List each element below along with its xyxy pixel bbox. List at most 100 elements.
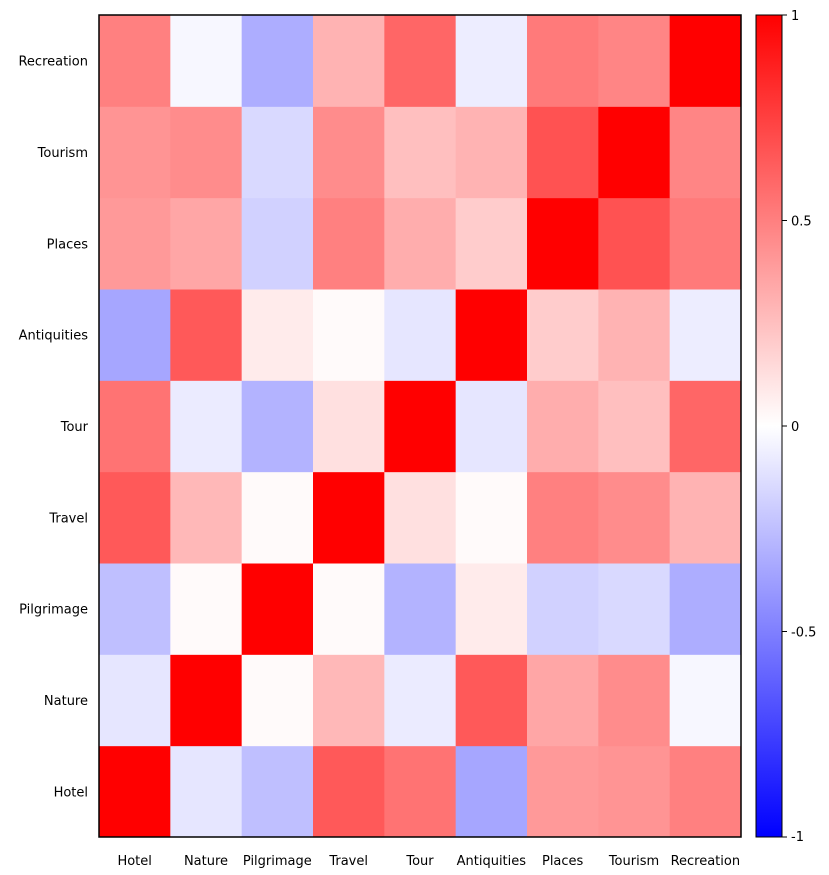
heatmap-cell [99,289,171,381]
colorbar-tick-label: -0.5 [791,626,816,641]
heatmap-cell [527,106,599,199]
y-tick-label: Pilgrimage [19,603,88,618]
heatmap-cell [527,289,599,381]
heatmap-cell [527,563,599,655]
heatmap-cell [99,654,171,747]
x-axis-labels: Hotel Nature Pilgrimage Travel Tour Antiquiti… [117,854,740,869]
y-tick-label: Places [47,237,89,252]
heatmap-cell [313,197,385,290]
x-tick-label: Recreation [671,854,741,869]
heatmap-cell [170,106,243,199]
heatmap-cell [455,654,528,747]
y-axis-labels: Hotel Nature Pilgrimage Travel Tour Antiquiti… [18,55,88,801]
heatmap-cell [455,563,528,655]
heatmap-cell [99,380,171,473]
heatmap-cell [241,106,314,199]
heatmap-cell [455,745,528,838]
heatmap-cell [598,563,671,655]
plot-frame [98,14,742,838]
heatmap-cells [99,15,742,838]
heatmap-cell [99,745,171,838]
colorbar [755,14,783,838]
heatmap-cell [384,654,457,747]
heatmap-cell [527,15,599,107]
x-tick-label: Travel [328,854,368,869]
heatmap-cell [241,563,314,655]
heatmap-cell [598,654,671,747]
heatmap-cell [170,15,243,107]
heatmap-cell [313,471,385,564]
heatmap-cell [313,106,385,199]
heatmap-cell [598,289,671,381]
x-tick-label: Places [542,854,584,869]
heatmap-cell [241,745,314,838]
heatmap-cell [99,471,171,564]
colorbar-tick-label: 0 [791,420,799,435]
heatmap-cell [241,15,314,107]
x-tick-label: Tourism [608,854,659,869]
y-tick-label: Tour [60,420,89,435]
heatmap-cell [669,289,742,381]
heatmap-cell [669,15,742,107]
heatmap-cell [527,197,599,290]
heatmap-cell [384,106,457,199]
heatmap-cell [313,654,385,747]
heatmap-cell [241,289,314,381]
heatmap-cell [455,380,528,473]
heatmap-cell [598,106,671,199]
heatmap-cell [170,471,243,564]
y-tick-label: Antiquities [19,329,89,344]
heatmap-cell [598,745,671,838]
colorbar-tick-label: 1 [791,9,799,24]
heatmap-cell [669,471,742,564]
heatmap-cell [527,471,599,564]
heatmap-cell [455,15,528,107]
heatmap-cell [170,197,243,290]
heatmap-cell [527,380,599,473]
x-tick-label: Hotel [117,854,151,869]
heatmap-cell [170,380,243,473]
heatmap-cell [384,289,457,381]
heatmap-cell [455,471,528,564]
heatmap-cell [170,745,243,838]
heatmap-cell [241,654,314,747]
heatmap-cell [99,106,171,199]
x-tick-label: Antiquities [457,854,527,869]
heatmap-cell [99,15,171,107]
heatmap-cell [384,380,457,473]
heatmap-cell [669,563,742,655]
heatmap-cell [170,654,243,747]
colorbar-tick-label: 0.5 [791,215,812,230]
y-tick-label: Recreation [18,55,88,70]
heatmap-cell [313,380,385,473]
heatmap-cell [455,197,528,290]
heatmap-cell [598,471,671,564]
heatmap-cell [99,197,171,290]
colorbar-tick-label: -1 [791,830,804,845]
y-tick-label: Nature [44,694,88,709]
heatmap-cell [241,471,314,564]
heatmap-cell [99,563,171,655]
heatmap-cell [669,745,742,838]
heatmap-cell [384,563,457,655]
heatmap-cell [241,197,314,290]
heatmap-cell [669,380,742,473]
x-tick-label: Pilgrimage [243,854,312,869]
heatmap-cell [241,380,314,473]
heatmap-cell [455,106,528,199]
heatmap-cell [313,563,385,655]
heatmap-cell [669,106,742,199]
heatmap-cell [384,197,457,290]
heatmap-cell [598,15,671,107]
y-tick-label: Hotel [54,785,88,800]
heatmap-cell [455,289,528,381]
x-tick-label: Tour [405,854,434,869]
heatmap-cell [313,745,385,838]
heatmap-cell [313,15,385,107]
heatmap-cell [170,563,243,655]
heatmap-cell [669,197,742,290]
x-tick-label: Nature [184,854,228,869]
y-tick-label: Tourism [37,146,88,161]
heatmap-cell [598,380,671,473]
